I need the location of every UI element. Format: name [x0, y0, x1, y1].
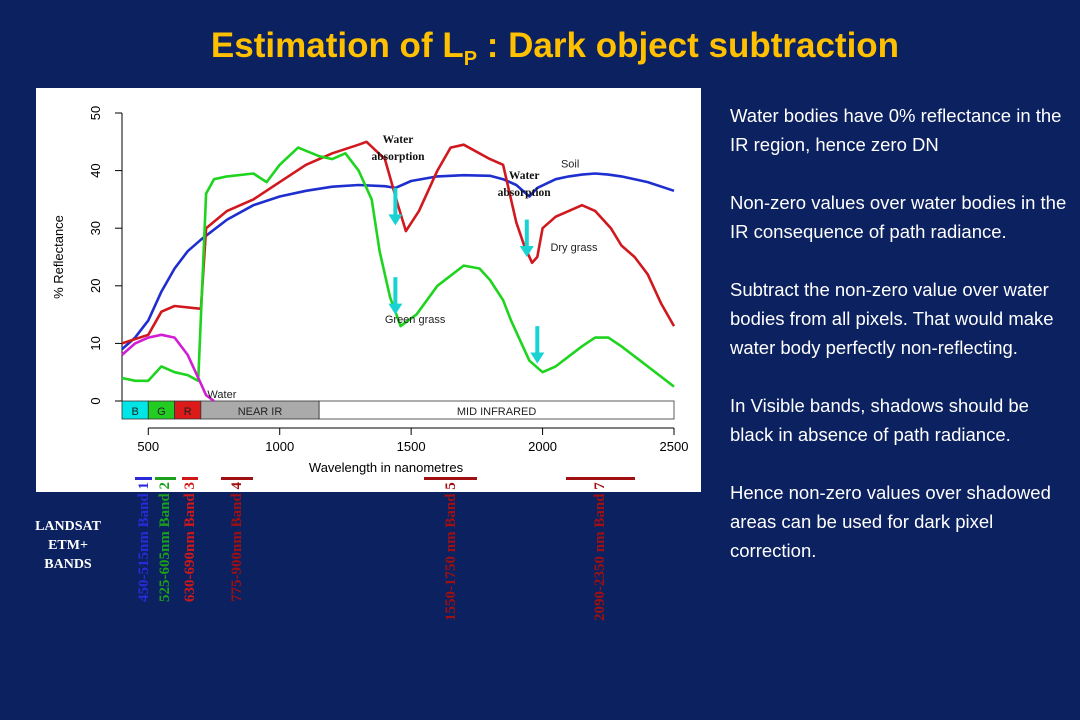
x-tick-label: 1000 — [265, 439, 294, 454]
x-tick-label: 2000 — [528, 439, 557, 454]
water-absorption-label-1: Water absorption — [371, 134, 425, 163]
landsat-band-label-3: 630-690nm Band 3 — [182, 481, 199, 602]
band-label-mid-infrared: MID INFRARED — [457, 406, 537, 418]
x-tick-label: 1500 — [397, 439, 426, 454]
title-rest: : Dark object subtraction — [477, 26, 900, 65]
series-label-dry-grass: Dry grass — [550, 242, 598, 254]
y-tick-label: 30 — [88, 221, 103, 235]
landsat-band-bar-1 — [135, 477, 153, 480]
annotation-line: Water — [383, 134, 414, 146]
band-label-b: B — [131, 406, 138, 418]
arrow-head-3 — [519, 246, 534, 257]
note-3: Subtract the non-zero value over water b… — [730, 279, 1054, 358]
title-subscript: P — [463, 48, 478, 70]
y-tick-label: 10 — [88, 336, 103, 350]
note-4: In Visible bands, shadows should be blac… — [730, 395, 1029, 445]
x-axis-label: Wavelength in nanometres — [309, 460, 464, 475]
landsat-band-label-2: 525-605nm Band 2 — [157, 481, 174, 602]
reflectance-chart: 0 10 20 30 40 50 % Reflectance B G R NEAR IR MID IN… — [51, 106, 689, 475]
y-tick-label: 0 — [88, 397, 103, 404]
landsat-band-label-1: 450-515nm Band 1 — [135, 481, 152, 602]
note-1: Water bodies have 0% reflectance in the … — [730, 105, 1062, 155]
landsat-label-line-2: ETM+ — [48, 538, 88, 553]
note-2: Non-zero values over water bodies in the… — [730, 192, 1067, 242]
series-label-water: Water — [207, 389, 236, 401]
landsat-band-label-6: 2090-2350 nm Band 7 — [592, 482, 609, 621]
y-tick-label: 20 — [88, 279, 103, 293]
landsat-band-bar-2 — [154, 477, 176, 480]
y-tick-label: 50 — [88, 106, 103, 120]
series-line-dry-grass — [121, 140, 676, 345]
series-label-soil: Soil — [561, 159, 579, 171]
landsat-band-bar-5 — [424, 477, 477, 480]
landsat-band-label-5: 1550-1750 nm Band 5 — [442, 482, 459, 621]
series-line-soil — [121, 172, 675, 351]
band-mid-infrared — [318, 400, 675, 420]
landsat-band-bar-6 — [566, 477, 635, 480]
notes-panel: Water bodies have 0% reflectance in the … — [730, 101, 1075, 594]
landsat-band-bar-3 — [182, 477, 199, 480]
page-title: Estimation of LP : Dark object subtracti… — [0, 26, 1080, 71]
series-line-water — [121, 333, 215, 403]
x-tick-label: 500 — [137, 439, 159, 454]
series-label-green-grass: Green grass — [385, 314, 446, 326]
series-line-green-grass — [121, 146, 675, 388]
arrow-head-2 — [388, 303, 403, 315]
annotation-line: absorption — [498, 187, 552, 199]
title-main: Estimation of L — [210, 26, 464, 65]
water-absorption-label-2: Water absorption — [498, 170, 552, 199]
landsat-band-label-4: 775-900nm Band 4 — [229, 481, 245, 602]
band-label-near-ir: NEAR IR — [238, 406, 283, 418]
annotation-line: Water — [509, 170, 540, 182]
arrow-head-4 — [530, 352, 545, 364]
band-label-r: R — [184, 406, 192, 418]
arrow-head-1 — [388, 214, 403, 226]
landsat-bands-label: LANDSAT ETM+ BANDS — [20, 517, 116, 574]
landsat-label-line-1: LANDSAT — [35, 519, 101, 534]
y-axis-label: % Reflectance — [51, 215, 66, 299]
reflectance-chart-panel: 0 10 20 30 40 50 % Reflectance B G R NEAR IR MID IN… — [36, 88, 701, 492]
note-5: Hence non-zero values over shadowed area… — [730, 482, 1051, 561]
band-label-g: G — [157, 406, 166, 418]
y-tick-label: 40 — [88, 163, 103, 177]
x-tick-label: 2500 — [660, 439, 689, 454]
landsat-label-line-3: BANDS — [44, 557, 92, 572]
annotation-line: absorption — [371, 151, 425, 163]
landsat-band-bar-4 — [220, 477, 254, 480]
